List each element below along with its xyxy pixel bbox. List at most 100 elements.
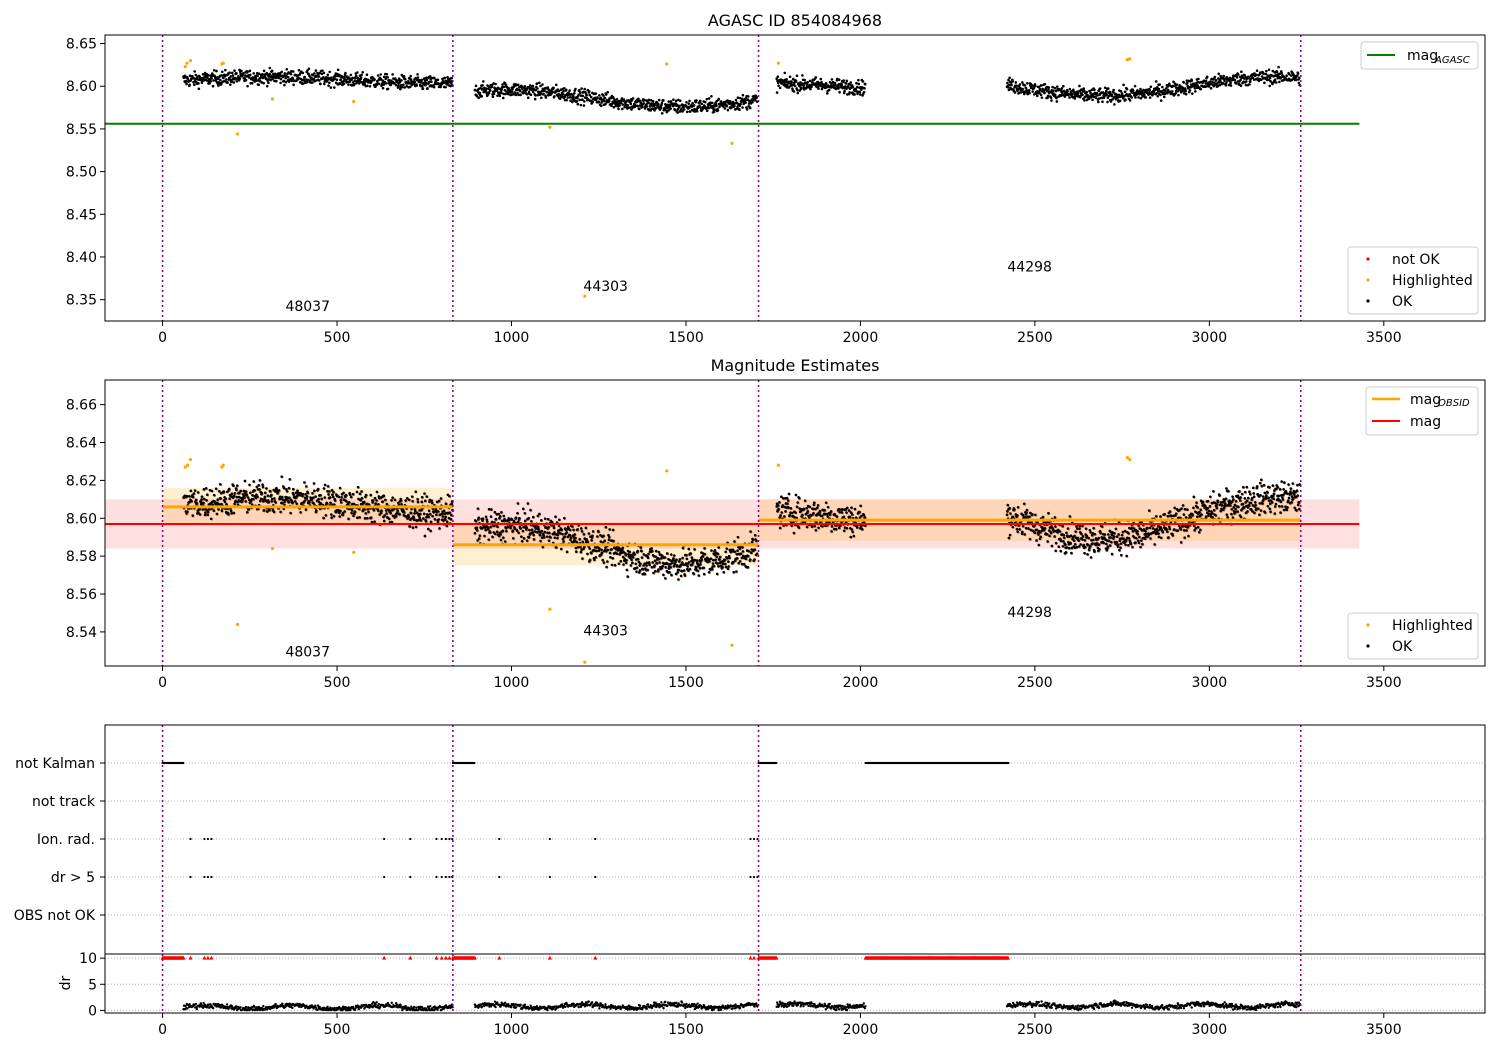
ok-point bbox=[571, 525, 574, 528]
ok-point bbox=[402, 83, 405, 87]
legend-label: mag bbox=[1407, 48, 1438, 64]
ok-point bbox=[638, 569, 642, 572]
ok-point bbox=[338, 515, 341, 518]
ok-point bbox=[432, 85, 436, 89]
ok-point bbox=[566, 96, 570, 99]
ok-point bbox=[275, 488, 279, 492]
ok-point bbox=[271, 77, 274, 81]
ok-point bbox=[582, 104, 586, 107]
ok-point bbox=[827, 88, 831, 92]
ok-point bbox=[648, 563, 651, 567]
ok-point bbox=[739, 102, 742, 106]
x-tick-label: 0 bbox=[158, 330, 167, 346]
ok-point bbox=[1218, 79, 1222, 82]
ok-point bbox=[366, 516, 369, 520]
ok-point bbox=[679, 563, 682, 567]
y-tick-label: 8.65 bbox=[66, 37, 97, 53]
ok-point bbox=[511, 536, 515, 540]
ok-point bbox=[484, 89, 488, 93]
ok-point bbox=[777, 84, 780, 88]
ok-point bbox=[323, 82, 326, 86]
ok-point bbox=[525, 539, 529, 542]
ok-point bbox=[230, 492, 234, 496]
ok-point bbox=[252, 480, 256, 483]
ok-point bbox=[407, 498, 411, 502]
ok-point bbox=[655, 561, 659, 565]
ok-point bbox=[418, 512, 422, 516]
ok-point bbox=[654, 107, 658, 110]
ok-point bbox=[557, 524, 561, 528]
ok-point bbox=[647, 552, 650, 556]
ok-point bbox=[837, 78, 841, 82]
ok-point bbox=[1027, 88, 1031, 92]
ok-point bbox=[399, 87, 402, 91]
ok-point bbox=[844, 82, 848, 85]
ok-point bbox=[1229, 81, 1232, 85]
ok-point bbox=[268, 489, 272, 493]
ok-point bbox=[792, 90, 796, 93]
ok-point bbox=[830, 78, 834, 81]
ok-point bbox=[540, 529, 543, 533]
ok-point bbox=[215, 512, 219, 516]
ok-point bbox=[220, 70, 224, 74]
ok-point bbox=[572, 528, 575, 532]
ok-point bbox=[499, 538, 503, 542]
ok-point bbox=[863, 82, 867, 86]
ok-point bbox=[1123, 90, 1127, 94]
ok-point bbox=[405, 84, 409, 88]
ok-point bbox=[355, 490, 359, 494]
ok-point bbox=[1043, 82, 1047, 86]
ok-point bbox=[579, 527, 583, 530]
ok-point bbox=[1076, 92, 1080, 96]
ok-point bbox=[437, 518, 440, 521]
ok-point bbox=[1137, 96, 1140, 99]
ok-point bbox=[501, 529, 505, 533]
x-tick-label: 1500 bbox=[668, 330, 704, 346]
ok-point bbox=[303, 75, 307, 79]
ok-point bbox=[427, 515, 431, 519]
ok-point bbox=[514, 93, 518, 97]
ok-point bbox=[224, 78, 228, 81]
ok-point bbox=[518, 516, 521, 520]
ok-point bbox=[214, 487, 218, 490]
ok-point bbox=[408, 85, 412, 89]
ok-point bbox=[312, 482, 316, 485]
ok-point bbox=[408, 81, 412, 85]
ok-point bbox=[583, 87, 586, 91]
ok-point bbox=[645, 564, 648, 567]
ok-point bbox=[628, 550, 631, 554]
ok-point bbox=[301, 492, 305, 496]
ok-point bbox=[527, 516, 530, 520]
ok-point bbox=[386, 87, 390, 91]
ok-point bbox=[653, 564, 656, 567]
ok-point bbox=[1013, 91, 1017, 94]
ok-point bbox=[526, 502, 530, 505]
ok-point bbox=[1274, 81, 1278, 84]
ok-point bbox=[487, 527, 490, 531]
ok-point bbox=[1060, 87, 1064, 90]
ok-point bbox=[333, 77, 336, 81]
ok-point bbox=[311, 73, 315, 77]
ok-point bbox=[819, 77, 823, 81]
ok-point bbox=[532, 533, 535, 537]
ok-point bbox=[382, 494, 386, 498]
ok-point bbox=[1157, 87, 1161, 91]
ok-point bbox=[665, 552, 669, 555]
ok-point bbox=[602, 561, 606, 564]
ok-point bbox=[1209, 86, 1213, 90]
ok-point bbox=[325, 501, 329, 505]
ok-point bbox=[1052, 89, 1055, 92]
ok-point bbox=[216, 498, 219, 502]
ok-point bbox=[376, 509, 380, 512]
ok-point bbox=[411, 499, 414, 503]
ok-point bbox=[1194, 90, 1197, 93]
ok-point bbox=[531, 515, 535, 519]
ok-point bbox=[631, 561, 634, 565]
ok-point bbox=[562, 89, 565, 93]
ok-point bbox=[629, 564, 633, 567]
ok-point bbox=[473, 531, 477, 535]
ok-point bbox=[356, 485, 360, 489]
ok-point bbox=[383, 514, 386, 517]
ok-point bbox=[602, 99, 606, 103]
ok-point bbox=[382, 83, 386, 86]
